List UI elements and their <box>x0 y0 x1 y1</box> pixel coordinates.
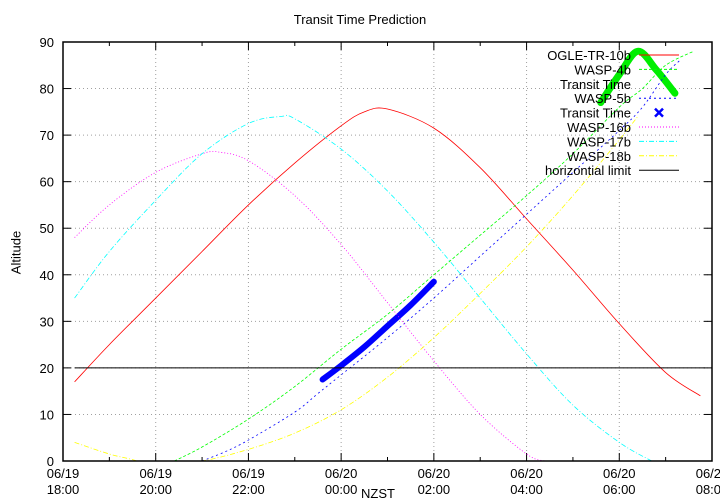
y-tick-label: 50 <box>40 221 54 236</box>
y-tick-label: 30 <box>40 314 54 329</box>
x-tick-date: 06/20 <box>325 466 358 481</box>
series-wasp-18b <box>74 116 639 461</box>
x-axis-label: NZST <box>361 486 395 501</box>
x-tick-date: 06/20 <box>696 466 720 481</box>
x-tick-time: 02:00 <box>418 482 451 497</box>
legend-label: WASP-4b <box>574 62 631 77</box>
series-ogle-tr-10b <box>74 107 701 397</box>
legend-label: WASP-16b <box>567 120 631 135</box>
x-tick-time: 06:00 <box>603 482 636 497</box>
y-tick-label: 90 <box>40 35 54 50</box>
series-wasp-17b <box>74 114 652 461</box>
y-tick-label: 40 <box>40 268 54 283</box>
series-group <box>74 47 706 461</box>
legend-label: OGLE-TR-10b <box>547 48 631 63</box>
y-tick-label: 60 <box>40 175 54 190</box>
legend-label: WASP-5b <box>574 91 631 106</box>
x-tick-time: 00:00 <box>325 482 358 497</box>
x-tick-time: 20:00 <box>139 482 172 497</box>
y-tick-label: 10 <box>40 407 54 422</box>
y-tick-label: 0 <box>47 454 54 469</box>
x-tick-date: 06/20 <box>603 466 636 481</box>
legend-label: horizontial limit <box>545 163 631 178</box>
x-tick-time: 18:00 <box>47 482 80 497</box>
legend-label: Transit Time <box>560 106 631 121</box>
legend-marker-x-icon <box>654 107 664 118</box>
x-tick-date: 06/19 <box>232 466 265 481</box>
x-tick-time: 08:00 <box>696 482 720 497</box>
legend-label: Transit Time <box>560 77 631 92</box>
x-tick-date: 06/20 <box>510 466 543 481</box>
x-tick-date: 06/19 <box>139 466 172 481</box>
series-wasp-16b <box>74 150 546 461</box>
y-tick-label: 70 <box>40 128 54 143</box>
x-tick-date: 06/20 <box>418 466 451 481</box>
x-tick-time: 04:00 <box>510 482 543 497</box>
x-axis: 06/1918:0006/1920:0006/1922:0006/2000:00… <box>47 42 720 497</box>
x-tick-time: 22:00 <box>232 482 265 497</box>
plot-frame <box>62 41 713 462</box>
chart-title: Transit Time Prediction <box>293 12 427 27</box>
x-tick-date: 06/19 <box>47 466 80 481</box>
series-wasp-4b <box>174 50 694 461</box>
series-transit-time <box>597 47 679 107</box>
y-tick-label: 80 <box>40 82 54 97</box>
series-transit-time <box>319 278 437 383</box>
legend-label: WASP-18b <box>567 149 631 164</box>
legend-label: WASP-17b <box>567 134 631 149</box>
series-wasp-5b <box>201 60 680 461</box>
y-tick-label: 20 <box>40 361 54 376</box>
